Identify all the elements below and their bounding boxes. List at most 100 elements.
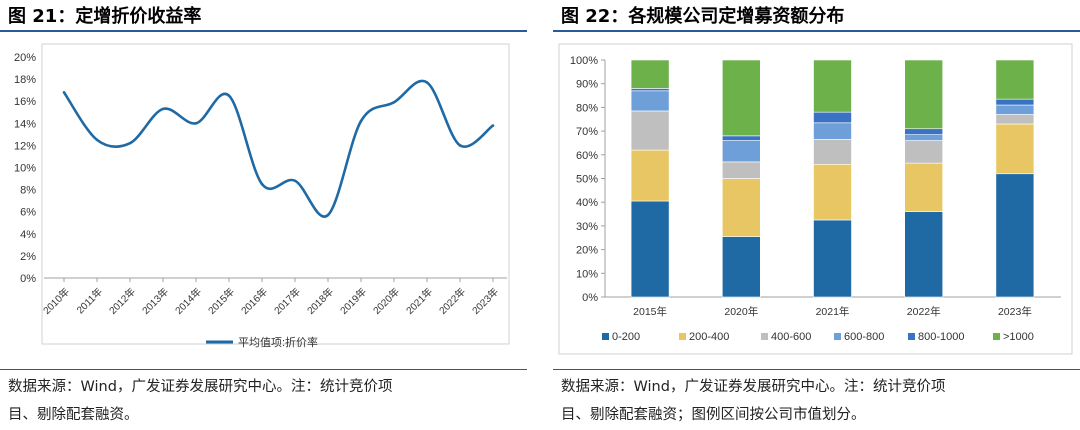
bar-segment	[630, 88, 670, 92]
x-tick-label: 2013年	[139, 285, 171, 317]
bar-segment	[995, 104, 1035, 115]
bar-segment	[630, 110, 670, 151]
source-line-2: 目、剔除配套融资；图例区间按公司市值划分。	[561, 407, 866, 423]
legend-label: 400-600	[771, 331, 811, 343]
y-tick-label: 80%	[576, 102, 598, 114]
x-tick-label: 2014年	[172, 285, 204, 317]
x-tick-label: 2023年	[998, 305, 1032, 318]
y-tick-label: 0%	[20, 273, 36, 285]
bar-segment	[995, 114, 1035, 125]
line-chart-source: 数据来源：Wind，广发证券发展研究中心。注：统计竞价项 目、剔除配套融资。	[8, 373, 523, 429]
bar-segment	[813, 111, 852, 124]
bar-segment	[722, 161, 761, 179]
x-tick-label: 2020年	[724, 305, 758, 318]
bar-segment	[722, 178, 761, 237]
bar-segment	[904, 211, 944, 298]
source-line-1: 数据来源：Wind，广发证券发展研究中心。注：统计竞价项	[561, 379, 946, 395]
bar-segment	[904, 128, 944, 135]
bar-segment	[813, 163, 852, 221]
x-tick-label: 2020年	[370, 285, 402, 317]
y-tick-label: 18%	[14, 74, 36, 86]
legend-label: 200-400	[689, 331, 729, 343]
discount-rate-line-chart: 0%2%4%6%8%10%12%14%16%18%20%2010年 2011年 20…	[14, 43, 510, 349]
bar-segment	[995, 98, 1035, 106]
data-point	[95, 138, 99, 142]
x-tick-label: 2022年	[436, 285, 468, 317]
y-tick-label: 16%	[14, 96, 36, 108]
bar-segment	[813, 139, 852, 165]
bar-chart-panel: 图 22：各规模公司定增募资额分布 0% 10% 20% 30% 40% 50% 60% 70…	[553, 0, 1080, 430]
title-rule	[0, 30, 527, 32]
bar-segment	[813, 122, 852, 140]
x-tick-label: 2018年	[304, 285, 336, 317]
data-point	[359, 119, 363, 123]
series-line-discount-rate	[62, 79, 494, 218]
bar-segment	[904, 59, 944, 130]
data-point	[260, 182, 264, 186]
y-tick-label: 6%	[20, 207, 36, 219]
legend-swatch	[679, 333, 686, 340]
y-tick-label: 0%	[582, 292, 598, 304]
bar-segment	[630, 149, 670, 202]
title-rule	[553, 30, 1080, 32]
bar-segment	[995, 123, 1035, 175]
plot-border	[41, 43, 510, 345]
y-tick-label: 10%	[14, 163, 36, 175]
plot-border	[558, 43, 1073, 355]
line-chart-panel: 图 21：定增折价收益率 0% 2% 4% 6% 8% 10% 12% 14% 16% 18% 20…	[0, 0, 527, 430]
bar-segment	[995, 59, 1035, 100]
y-tick-label: 12%	[14, 140, 36, 152]
source-rule	[553, 369, 1080, 370]
data-point	[194, 122, 198, 125]
x-tick-label: 2021年	[403, 285, 435, 317]
x-tick-label: 2017年	[271, 285, 303, 317]
x-tick-label: 2016年	[238, 285, 270, 317]
data-point	[62, 91, 66, 94]
x-tick-label: 2010年	[40, 285, 72, 317]
y-tick-label: 30%	[576, 221, 598, 233]
y-tick-label: 14%	[14, 118, 36, 130]
line-chart-title: 图 21：定增折价收益率	[8, 6, 202, 27]
x-tick-label: 2012年	[106, 285, 138, 317]
bar-segment	[904, 140, 944, 164]
bar-segment	[813, 59, 852, 113]
y-tick-label: 40%	[576, 197, 598, 209]
data-point	[128, 141, 132, 145]
bar-segment	[722, 236, 761, 298]
x-tick-label: 2019年	[337, 285, 369, 317]
y-tick-label: 2%	[20, 251, 36, 263]
legend-swatch	[834, 333, 841, 340]
source-line-1: 数据来源：Wind，广发证券发展研究中心。注：统计竞价项	[8, 379, 393, 395]
data-point	[458, 144, 462, 147]
legend-label: 600-800	[844, 331, 884, 343]
bar-chart-source: 数据来源：Wind，广发证券发展研究中心。注：统计竞价项 目、剔除配套融资；图例…	[561, 373, 1076, 429]
y-tick-label: 4%	[20, 229, 36, 241]
x-tick-label: 2011年	[74, 285, 105, 316]
y-tick-label: 60%	[576, 150, 598, 162]
bar-segment	[630, 59, 670, 89]
x-tick-label: 2023年	[469, 285, 501, 317]
y-tick-label: 70%	[576, 126, 598, 138]
bar-segment	[722, 59, 761, 137]
legend-label: 平均值项:折价率	[238, 335, 318, 349]
source-rule	[0, 369, 527, 370]
y-tick-label: 8%	[20, 185, 36, 197]
bar-segment	[904, 134, 944, 141]
legend-label: 800-1000	[918, 331, 965, 343]
y-tick-label: 20%	[14, 52, 36, 64]
data-point	[425, 81, 429, 84]
data-point	[293, 179, 297, 183]
y-tick-label: 20%	[576, 245, 598, 257]
bar-segment	[813, 219, 852, 298]
legend-swatch	[993, 333, 1000, 340]
data-point	[161, 107, 165, 111]
data-point	[392, 101, 396, 104]
data-point	[326, 213, 330, 217]
data-point	[491, 124, 495, 127]
bar-segment	[722, 135, 761, 141]
data-point	[227, 94, 231, 97]
y-tick-label: 90%	[576, 79, 598, 91]
legend-label: 0-200	[612, 331, 640, 343]
fundraising-distribution-bar-chart: 0% 10% 20% 30% 40% 50% 60% 70% 80% 90% 100% 2015年 20…	[558, 43, 1073, 355]
legend-label: >1000	[1003, 331, 1034, 343]
